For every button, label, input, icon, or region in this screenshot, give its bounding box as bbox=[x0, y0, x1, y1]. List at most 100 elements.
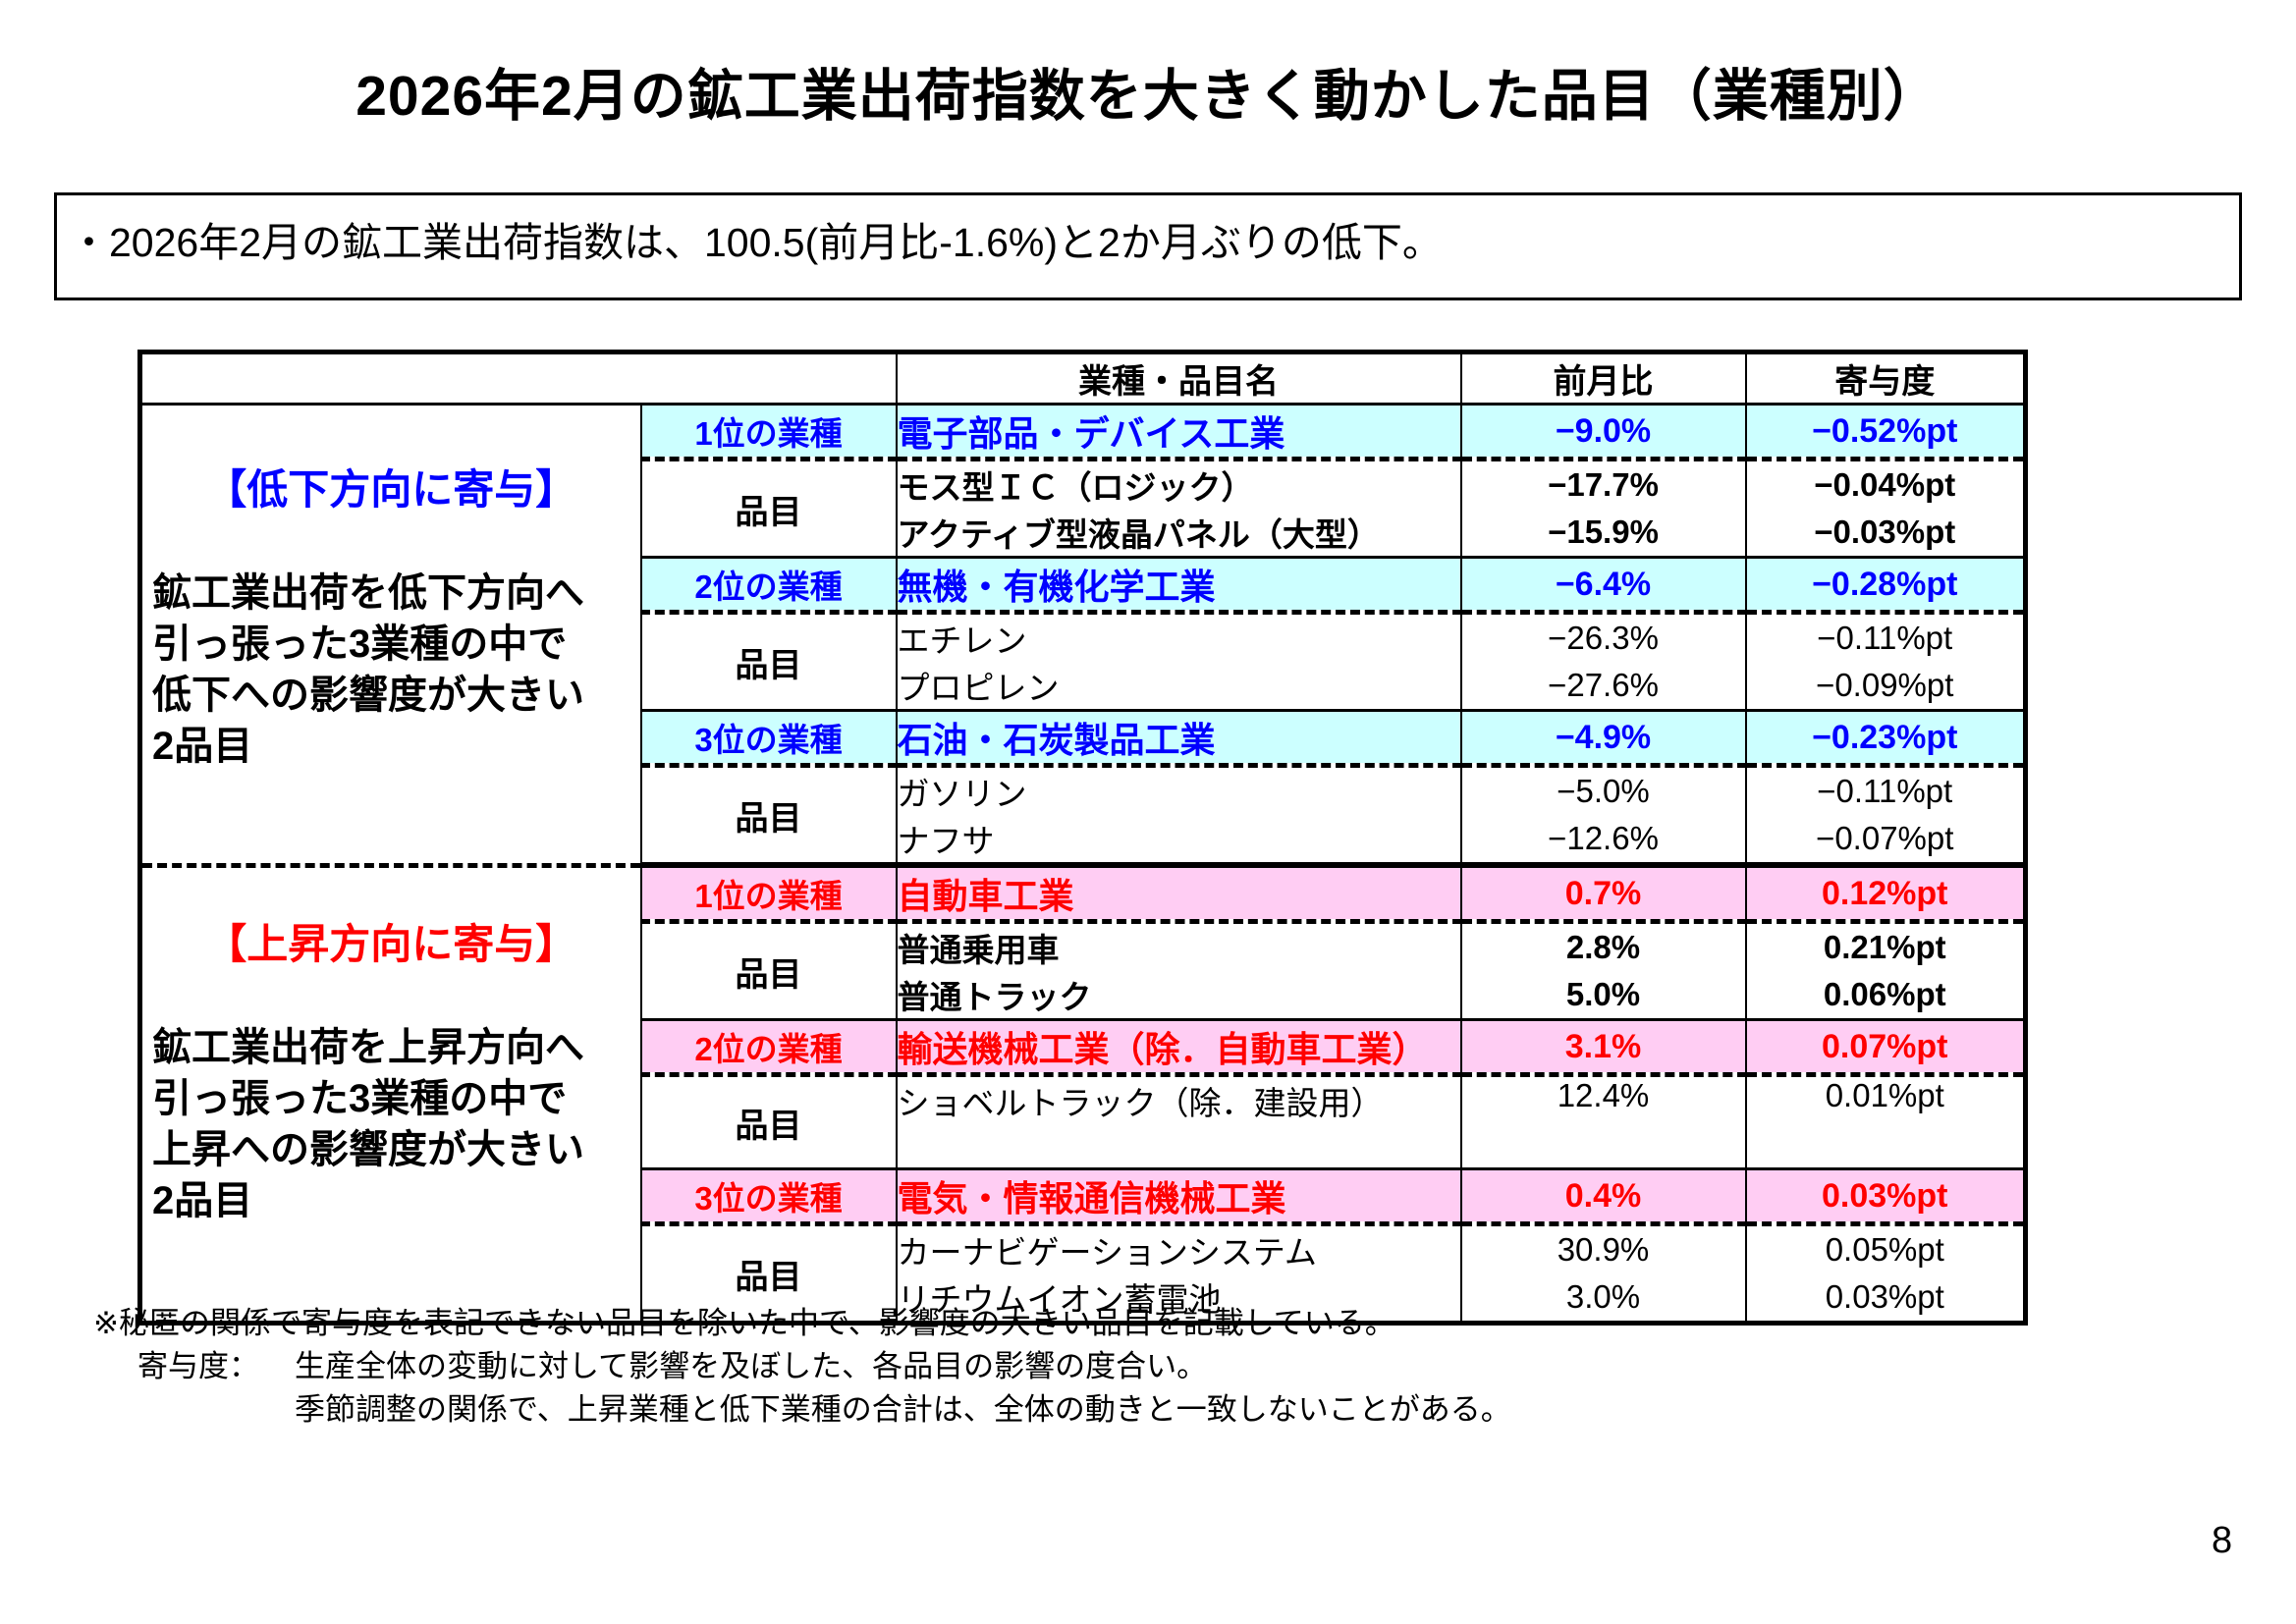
industry-row: 2位の業種 輸送機械工業（除．自動車工業） 3.1% 0.07%pt bbox=[140, 1018, 2027, 1077]
item-contrib-cell: −0.11%pt bbox=[1744, 765, 2027, 815]
item-contrib-cell: 0.05%pt bbox=[1744, 1223, 2027, 1273]
footnote-3: 季節調整の関係で、上昇業種と低下業種の合計は、全体の動きと一致しないことがある。 bbox=[295, 1392, 1511, 1428]
item-mom-cell: 2.8% bbox=[1459, 921, 1747, 971]
item-mom-cell: −26.3% bbox=[1459, 612, 1747, 662]
mom-value-cell: −4.9% bbox=[1459, 709, 1747, 768]
item-row: 品目 モス型ＩＣ（ロジック） −17.7% −0.04%pt bbox=[140, 459, 2027, 558]
side-cell-rise: 【上昇方向に寄与】 鉱工業出荷を上昇方向へ 引っ張った3業種の中で 上昇への影響… bbox=[138, 863, 642, 1326]
item-mom-cell: −5.0% bbox=[1459, 765, 1747, 815]
item-row: プロピレン −27.6% −0.09%pt bbox=[140, 662, 2027, 711]
item-mom-cell: −17.7% bbox=[1459, 459, 1747, 509]
side-title-rise: 【上昇方向に寄与】 bbox=[205, 920, 577, 967]
lead-summary-text: ・2026年2月の鉱工業出荷指数は、100.5(前月比-1.6%)と2か月ぶりの… bbox=[69, 220, 1443, 265]
contrib-value-cell: −0.52%pt bbox=[1744, 403, 2027, 461]
item-contrib-cell: −0.04%pt bbox=[1744, 459, 2027, 509]
item-name-cell: カーナビゲーションシステム bbox=[895, 1223, 1462, 1273]
item-contrib-cell: 0.01%pt bbox=[1744, 1074, 2027, 1169]
industry-cell: 電気・情報通信機械工業 bbox=[895, 1167, 1462, 1226]
contrib-definition-text: 生産全体の変動に対して影響を及ぼした、各品目の影響の度合い。 bbox=[295, 1349, 1208, 1384]
item-row: ナフサ −12.6% −0.07%pt bbox=[140, 815, 2027, 868]
footnote-2: 寄与度： 生産全体の変動に対して影響を及ぼした、各品目の影響の度合い。 bbox=[137, 1345, 1511, 1388]
side-description-line: 鉱工業出荷を上昇方向へ bbox=[152, 1025, 584, 1069]
mom-value-cell: −6.4% bbox=[1459, 556, 1747, 615]
industry-row: 3位の業種 電気・情報通信機械工業 0.4% 0.03%pt bbox=[140, 1167, 2027, 1226]
item-contrib-cell: −0.07%pt bbox=[1744, 815, 2027, 868]
item-contrib-cell: −0.11%pt bbox=[1744, 612, 2027, 662]
item-name-cell: モス型ＩＣ（ロジック） bbox=[895, 459, 1462, 509]
item-label-cell: 品目 bbox=[639, 1223, 898, 1324]
rank-cell: 3位の業種 bbox=[639, 709, 898, 768]
industry-row: 【上昇方向に寄与】 鉱工業出荷を上昇方向へ 引っ張った3業種の中で 上昇への影響… bbox=[138, 863, 2027, 1326]
side-description-line: 2品目 bbox=[152, 1178, 253, 1222]
item-name-cell: リチウムイオン蓄電池 bbox=[895, 1273, 1462, 1324]
industry-row: 2位の業種 無機・有機化学工業 −6.4% −0.28%pt bbox=[140, 556, 2027, 615]
side-title-decline: 【低下方向に寄与】 bbox=[205, 466, 577, 513]
footnote-1: ※秘匿の関係で寄与度を表記できない品目を除いた中で、影響度の大きい品目を記載して… bbox=[93, 1306, 1395, 1340]
item-contrib-cell: 0.03%pt bbox=[1744, 1273, 2027, 1324]
rank-cell: 1位の業種 bbox=[639, 863, 898, 924]
shipment-index-table: 業種・品目名 前月比 寄与度 【低下方向に寄与】 鉱工業出荷を低下方向へ 引っ張… bbox=[137, 350, 2028, 1326]
side-cell-decline: 【低下方向に寄与】 鉱工業出荷を低下方向へ 引っ張った3業種の中で 低下への影響… bbox=[138, 403, 642, 868]
side-description-rise: 鉱工業出荷を上昇方向へ 引っ張った3業種の中で 上昇への影響度が大きい 2品目 bbox=[152, 1022, 639, 1226]
side-description-decline: 鉱工業出荷を低下方向へ 引っ張った3業種の中で 低下への影響度が大きい 2品目 bbox=[152, 568, 639, 772]
contrib-value-cell: 0.03%pt bbox=[1744, 1167, 2027, 1226]
mom-value-cell: 3.1% bbox=[1459, 1018, 1747, 1077]
contrib-value-cell: −0.28%pt bbox=[1744, 556, 2027, 615]
side-description-line: 上昇への影響度が大きい bbox=[152, 1127, 584, 1171]
item-name-cell: ナフサ bbox=[895, 815, 1462, 868]
item-name-cell: プロピレン bbox=[895, 662, 1462, 711]
page-number: 8 bbox=[2212, 1520, 2233, 1561]
item-name-cell: 普通トラック bbox=[895, 971, 1462, 1020]
footnotes: ※秘匿の関係で寄与度を表記できない品目を除いた中で、影響度の大きい品目を記載して… bbox=[93, 1302, 1511, 1432]
rank-cell: 2位の業種 bbox=[639, 1018, 898, 1077]
item-mom-cell: 3.0% bbox=[1459, 1273, 1747, 1324]
item-row: 品目 エチレン −26.3% −0.11%pt bbox=[140, 612, 2027, 711]
rank-cell: 2位の業種 bbox=[639, 556, 898, 615]
item-mom-cell: 30.9% bbox=[1459, 1223, 1747, 1273]
lead-summary-box: ・2026年2月の鉱工業出荷指数は、100.5(前月比-1.6%)と2か月ぶりの… bbox=[54, 192, 2242, 300]
contrib-value-cell: −0.23%pt bbox=[1744, 709, 2027, 768]
item-contrib-cell: −0.09%pt bbox=[1744, 662, 2027, 711]
item-label-cell: 品目 bbox=[639, 612, 898, 711]
item-row: 普通トラック 5.0% 0.06%pt bbox=[140, 971, 2027, 1020]
contrib-definition-label: 寄与度： bbox=[137, 1349, 259, 1384]
rank-cell: 1位の業種 bbox=[639, 403, 898, 461]
header-contrib-cell: 寄与度 bbox=[1744, 352, 2027, 406]
side-description-line: 2品目 bbox=[152, 725, 253, 768]
side-description-line: 鉱工業出荷を低下方向へ bbox=[152, 571, 584, 615]
item-row: リチウムイオン蓄電池 3.0% 0.03%pt bbox=[140, 1273, 2027, 1324]
page-title: 2026年2月の鉱工業出荷指数を大きく動かした品目（業種別） bbox=[355, 65, 1941, 128]
item-row: 品目 ガソリン −5.0% −0.11%pt bbox=[140, 765, 2027, 868]
item-label-cell: 品目 bbox=[639, 459, 898, 558]
industry-row: 3位の業種 石油・石炭製品工業 −4.9% −0.23%pt bbox=[140, 709, 2027, 768]
item-name-cell: アクティブ型液晶パネル（大型） bbox=[895, 509, 1462, 558]
contrib-value-cell: 0.07%pt bbox=[1744, 1018, 2027, 1077]
item-label-cell: 品目 bbox=[639, 1074, 898, 1169]
industry-cell: 無機・有機化学工業 bbox=[895, 556, 1462, 615]
item-row: 品目 カーナビゲーションシステム 30.9% 0.05%pt bbox=[140, 1223, 2027, 1324]
item-mom-cell: 5.0% bbox=[1459, 971, 1747, 1020]
industry-row: 【低下方向に寄与】 鉱工業出荷を低下方向へ 引っ張った3業種の中で 低下への影響… bbox=[138, 403, 2027, 868]
item-name-cell: エチレン bbox=[895, 612, 1462, 662]
item-contrib-cell: −0.03%pt bbox=[1744, 509, 2027, 558]
table-header-row: 業種・品目名 前月比 寄与度 bbox=[138, 352, 2027, 406]
item-mom-cell: −27.6% bbox=[1459, 662, 1747, 711]
item-name-cell: 普通乗用車 bbox=[895, 921, 1462, 971]
industry-cell: 自動車工業 bbox=[895, 863, 1462, 924]
item-row: アクティブ型液晶パネル（大型） −15.9% −0.03%pt bbox=[140, 509, 2027, 558]
mom-value-cell: −9.0% bbox=[1459, 403, 1747, 461]
side-description-line: 低下への影響度が大きい bbox=[152, 674, 584, 717]
item-label-cell: 品目 bbox=[639, 921, 898, 1020]
item-name-cell: ショベルトラック（除．建設用） bbox=[895, 1074, 1462, 1169]
header-name-cell: 業種・品目名 bbox=[895, 352, 1462, 406]
item-contrib-cell: 0.21%pt bbox=[1744, 921, 2027, 971]
industry-cell: 電子部品・デバイス工業 bbox=[895, 403, 1462, 461]
side-description-line: 引っ張った3業種の中で bbox=[152, 623, 568, 666]
header-mom-cell: 前月比 bbox=[1459, 352, 1747, 406]
rank-cell: 3位の業種 bbox=[639, 1167, 898, 1226]
item-mom-cell: −15.9% bbox=[1459, 509, 1747, 558]
item-mom-cell: 12.4% bbox=[1459, 1074, 1747, 1169]
header-empty-cell bbox=[138, 352, 898, 406]
mom-value-cell: 0.7% bbox=[1459, 863, 1747, 924]
industry-cell: 石油・石炭製品工業 bbox=[895, 709, 1462, 768]
